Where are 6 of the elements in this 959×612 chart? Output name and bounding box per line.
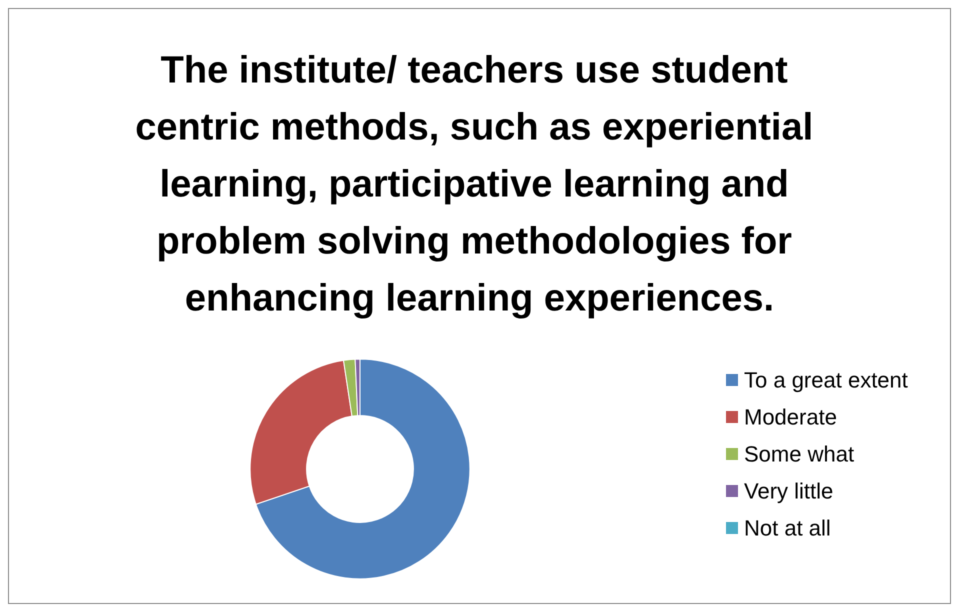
chart-title: The institute/ teachers use student centric methods, such as experiential learning, participative learning and problem solving methodologies for enhancing learning experiences.: [135, 50, 824, 320]
legend-label: Some what: [744, 442, 854, 466]
legend-label: To a great extent: [744, 368, 908, 392]
legend-label: Moderate: [744, 404, 837, 430]
legend-label: Very little: [744, 478, 834, 504]
legend-label: Not at all: [744, 516, 831, 540]
